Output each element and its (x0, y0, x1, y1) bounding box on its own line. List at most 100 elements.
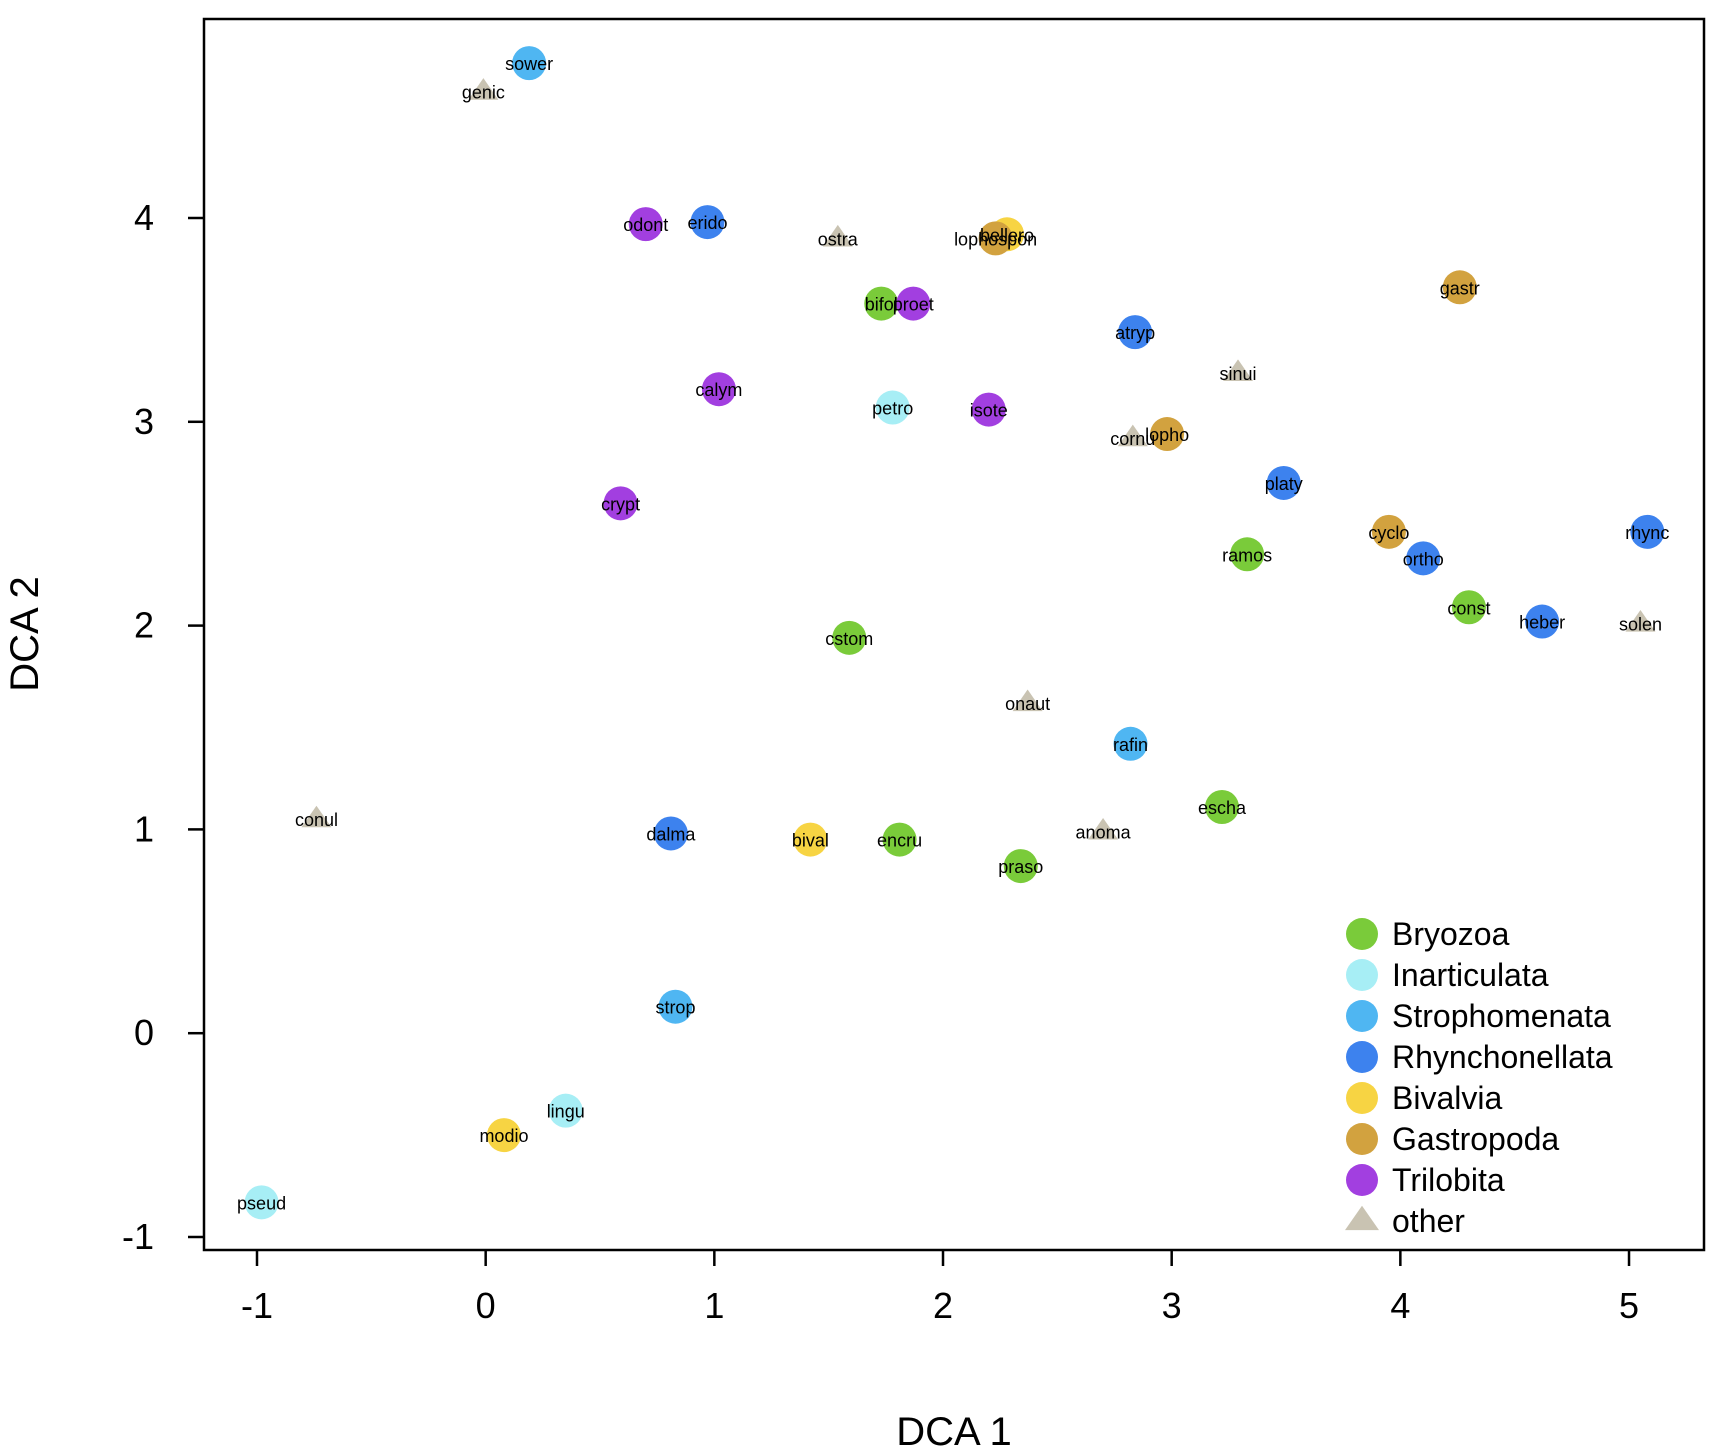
point-label-strop: strop (655, 998, 695, 1018)
point-marker-ramos (1230, 537, 1265, 572)
x-tick-label: 4 (1390, 1285, 1410, 1326)
legend-marker-rhynchonellata (1346, 1041, 1378, 1073)
point-label-const: const (1447, 598, 1490, 618)
point-label-heber: heber (1519, 613, 1565, 633)
plot-frame (202, 17, 1706, 1252)
point-marker-cornu (1117, 424, 1148, 447)
y-tick-label: 0 (134, 1012, 154, 1053)
point-label-rhync: rhync (1625, 523, 1669, 543)
point-marker-dalma (653, 816, 688, 851)
point-label-erido: erido (687, 213, 727, 233)
point-marker-rhync (1630, 514, 1665, 549)
point-label-isote: isote (970, 401, 1008, 421)
point-label-onaut: onaut (1005, 694, 1050, 714)
point-marker-praso (1003, 849, 1038, 884)
point-marker-onaut (1012, 689, 1043, 712)
point-label-cstom: cstom (825, 629, 873, 649)
point-label-petro: petro (872, 399, 913, 419)
point-marker-platy (1266, 465, 1301, 500)
point-label-crypt: crypt (601, 494, 640, 514)
point-label-gastr: gastr (1440, 278, 1480, 298)
point-marker-lingu (548, 1093, 583, 1128)
point-marker-strop (658, 989, 693, 1024)
point-marker-heber (1525, 604, 1560, 639)
point-label-bival: bival (792, 831, 829, 851)
x-axis-title: DCA 1 (896, 1410, 1012, 1454)
point-label-escha: escha (1198, 798, 1247, 818)
point-marker-escha (1204, 789, 1239, 824)
point-marker-erido (690, 205, 725, 240)
legend-marker-bivalvia (1346, 1082, 1378, 1114)
point-marker-proet (896, 286, 931, 321)
point-label-proet: proet (893, 295, 934, 315)
point-marker-odont (628, 207, 663, 242)
y-tick-label: 3 (134, 401, 154, 442)
point-label-bellero: bellero (980, 225, 1034, 245)
y-tick-label: 1 (134, 808, 154, 849)
point-label-conul: conul (295, 810, 338, 830)
x-tick-label: 2 (933, 1285, 953, 1326)
point-marker-isote (971, 392, 1006, 427)
legend-label-inarticulata: Inarticulata (1392, 957, 1549, 993)
legend-label-trilobita: Trilobita (1392, 1162, 1505, 1198)
point-label-atryp: atryp (1115, 323, 1155, 343)
y-tick-label: 4 (134, 197, 154, 238)
point-label-odont: odont (623, 215, 668, 235)
point-marker-modio (486, 1118, 521, 1153)
point-marker-rafin (1113, 726, 1148, 761)
point-label-rafin: rafin (1113, 735, 1148, 755)
y-axis: -1 0 1 2 3 4 (122, 197, 204, 1257)
data-points (244, 46, 1665, 1220)
y-axis-title: DCA 2 (3, 576, 47, 692)
legend-marker-bryozoa (1346, 918, 1378, 950)
point-marker-sinui (1222, 359, 1253, 381)
point-marker-petro (875, 390, 910, 425)
point-marker-const (1451, 590, 1486, 625)
x-axis: -1 0 1 2 3 4 5 (241, 1250, 1639, 1326)
point-marker-anoma (1088, 817, 1119, 840)
point-label-ortho: ortho (1403, 549, 1444, 569)
point-label-praso: praso (998, 857, 1043, 877)
point-label-calym: calym (695, 380, 742, 400)
legend-label-other: other (1392, 1203, 1465, 1239)
point-marker-lophospon (978, 221, 1013, 256)
point-marker-encru (882, 822, 917, 857)
point-marker-conul (301, 805, 332, 828)
x-tick-label: -1 (241, 1285, 273, 1326)
legend-marker-other (1345, 1205, 1379, 1231)
legend-label-bryozoa: Bryozoa (1392, 916, 1510, 952)
x-tick-label: 1 (704, 1285, 724, 1326)
point-marker-bival (793, 822, 828, 857)
x-tick-label: 5 (1619, 1285, 1639, 1326)
point-marker-gastr (1442, 270, 1477, 305)
point-marker-ostra (822, 224, 853, 247)
point-label-encru: encru (877, 831, 922, 851)
point-label-sinui: sinui (1219, 364, 1256, 384)
legend-marker-trilobita (1346, 1164, 1378, 1196)
legend: Bryozoa Inarticulata Strophomenata Rhynchon… (1345, 916, 1613, 1239)
point-marker-solen (1625, 610, 1656, 632)
point-label-bifol: bifol (865, 295, 898, 315)
point-label-anoma: anoma (1076, 822, 1132, 842)
point-label-lopho: lopho (1145, 425, 1189, 445)
legend-label-rhynchonellata: Rhynchonellata (1392, 1039, 1613, 1075)
y-tick-label: -1 (122, 1216, 154, 1257)
y-tick-label: 2 (134, 605, 154, 646)
legend-label-strophomenata: Strophomenata (1392, 998, 1611, 1034)
x-tick-label: 0 (476, 1285, 496, 1326)
legend-marker-strophomenata (1346, 1000, 1378, 1032)
point-label-sower: sower (505, 54, 553, 74)
x-tick-label: 3 (1162, 1285, 1182, 1326)
point-marker-cyclo (1371, 514, 1406, 549)
point-marker-calym (701, 372, 736, 407)
point-marker-crypt (603, 486, 638, 521)
point-label-dalma: dalma (646, 824, 696, 844)
point-label-modio: modio (479, 1126, 528, 1146)
legend-marker-gastropoda (1346, 1123, 1378, 1155)
point-label-ramos: ramos (1222, 545, 1272, 565)
point-marker-genic (468, 78, 499, 100)
point-label-lophospon: lophospon (954, 229, 1037, 249)
point-label-solen: solen (1619, 615, 1662, 635)
